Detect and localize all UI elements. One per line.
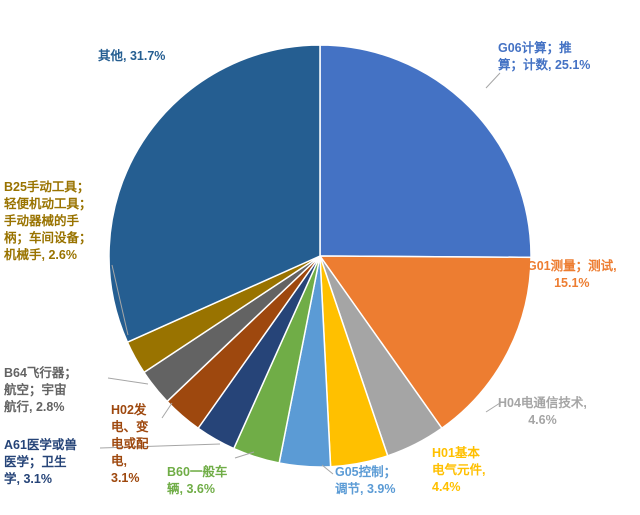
leader-line-1 [485,72,501,89]
data-label-line: G06计算；推 [498,41,572,55]
data-label-line: 其他, 31.7% [98,49,166,63]
data-label-line: G01测量；测试, [527,259,617,273]
leader-line-3 [485,402,501,413]
data-label-line: 医学；卫生 [4,455,67,469]
data-label-line: 算；计数, 25.1% [498,58,591,72]
data-label-line: H04电通信技术, [498,396,587,410]
data-label-11: 其他, 31.7% [98,48,165,65]
pie-slice-2 [319,255,532,429]
leader-line-10 [111,264,129,336]
data-label-9: B64飞行器； 航空；宇宙航行, 2.8% [4,365,77,416]
data-label-line: H01基本 [432,446,480,460]
data-label-1: G06计算；推算；计数, 25.1% [498,40,590,74]
data-label-line: 电或配 [111,437,149,451]
data-label-line: 机械手, 2.6% [4,248,77,262]
data-label-line: A61医学或兽 [4,438,77,452]
leader-line-8 [161,402,173,419]
data-label-line: H02发 [111,403,147,417]
leader-line-9 [107,377,149,385]
data-label-line: 学, 3.1% [4,472,52,486]
pie-slice-11 [108,44,321,343]
data-label-line: 电, [111,454,127,468]
data-label-line: 柄；车间设备； [4,231,92,245]
data-label-line: 电气元件, [432,463,486,477]
data-label-line: 15.1% [554,276,590,290]
data-label-line: 调节, 3.9% [335,482,396,496]
data-label-line: B25手动工具； [4,180,90,194]
data-label-line: 3.1% [111,471,140,485]
data-label-2: G01测量；测试, 15.1% [527,258,617,292]
data-label-line: G05控制； [335,465,397,479]
leader-line-7 [99,443,221,449]
pie-slice-1 [319,44,532,259]
data-label-line: 航空；宇宙 [4,383,67,397]
leader-line-5 [321,464,334,475]
data-label-4: H01基本电气元件, 4.4% [432,445,485,496]
data-label-7: A61医学或兽 医学；卫生学, 3.1% [4,437,77,488]
data-label-10: B25手动工具； 轻便机动工具； 手动器械的手 柄；车间设备； 机械手, 2.6% [4,179,92,264]
data-label-line: 电、变 [111,420,149,434]
data-label-3: H04电通信技术, 4.6% [498,395,587,429]
data-label-line: B60一般车 [167,465,228,479]
data-label-8: H02发电、变电或配电, 3.1% [111,402,149,487]
data-label-6: B60一般车 辆, 3.6% [167,464,227,498]
leader-line-6 [234,451,255,459]
data-label-line: 手动器械的手 [4,214,80,228]
data-label-line: 辆, 3.6% [167,482,215,496]
data-label-line: B64飞行器； [4,366,77,380]
data-label-line: 轻便机动工具； [4,197,92,211]
data-label-5: G05控制； 调节, 3.9% [335,464,396,498]
data-label-line: 4.6% [528,413,557,427]
data-label-line: 航行, 2.8% [4,400,65,414]
data-label-line: 4.4% [432,480,461,494]
